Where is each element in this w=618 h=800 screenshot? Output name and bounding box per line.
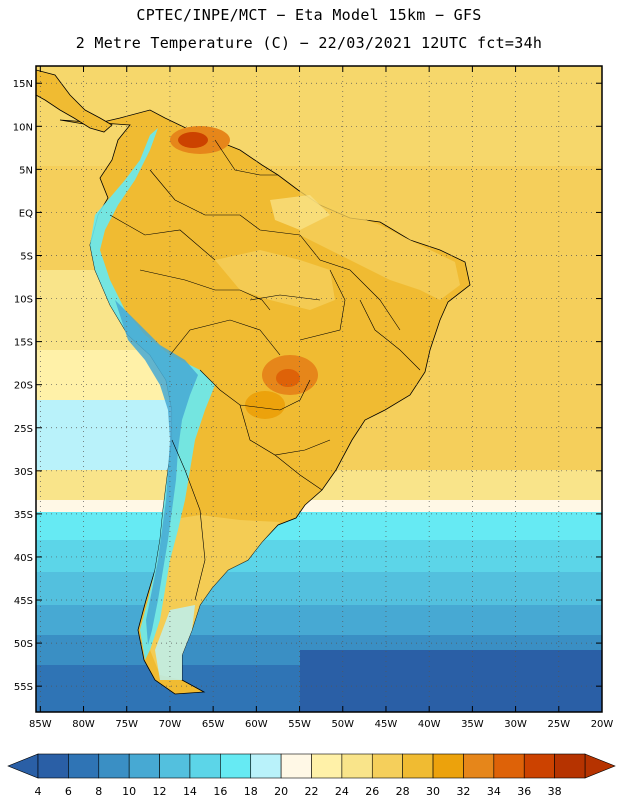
lon-label: 55W	[288, 719, 311, 730]
lon-label: 60W	[245, 719, 268, 730]
colorbar-box	[280, 753, 312, 779]
colorbar-box	[371, 753, 403, 779]
colorbar-box	[37, 753, 69, 779]
colorbar-box	[432, 753, 464, 779]
lat-label: 15N	[13, 79, 33, 90]
colorbar-under-arrow	[7, 753, 39, 779]
lat-label: 20S	[14, 381, 33, 392]
lat-label: 5N	[19, 165, 33, 176]
colorbar-label: 26	[365, 785, 379, 798]
chart-title-line-1: CPTEC/INPE/MCT − Eta Model 15km − GFS	[136, 6, 482, 24]
lat-label: 40S	[14, 553, 33, 564]
colorbar-label: 22	[305, 785, 319, 798]
lat-label: 45S	[14, 596, 33, 607]
colorbar-label: 8	[95, 785, 102, 798]
colorbar-label: 36	[517, 785, 531, 798]
lon-label: 45W	[375, 719, 398, 730]
lon-label: 40W	[418, 719, 441, 730]
hot-spot-venezuela-core	[178, 132, 208, 148]
colorbar-label: 20	[274, 785, 288, 798]
central-america	[36, 69, 113, 133]
lon-label: 50W	[331, 719, 354, 730]
lat-label: 30S	[14, 467, 33, 478]
lat-label: 10S	[14, 295, 33, 306]
colorbar-box	[493, 753, 525, 779]
lon-label: 30W	[504, 719, 527, 730]
colorbar-label: 38	[548, 785, 562, 798]
lat-label: 25S	[14, 424, 33, 435]
lon-label: 80W	[72, 719, 95, 730]
map-frame	[35, 65, 603, 713]
colorbar-label: 18	[244, 785, 258, 798]
band-10-12	[36, 605, 602, 640]
lat-label: 5S	[20, 251, 33, 262]
band-4-6	[300, 650, 602, 712]
colorbar: 4 6 8 10 12 14 16 18 20 22 24 26 28 30 32 34 36 38	[7, 753, 616, 798]
colorbar-box	[402, 753, 434, 779]
longitude-labels: 85W 80W 75W 70W 65W 60W 55W 50W 45W 40W 35W 30W 25W 2…	[29, 719, 613, 730]
colorbar-label: 24	[335, 785, 349, 798]
warm-spot-chaco	[245, 391, 285, 419]
colorbar-box	[554, 753, 586, 779]
colorbar-box	[189, 753, 221, 779]
lon-label: 85W	[29, 719, 52, 730]
colorbar-label: 28	[396, 785, 410, 798]
lon-label: 25W	[547, 719, 570, 730]
atlantic-warm-band	[420, 270, 602, 470]
colorbar-label: 10	[122, 785, 136, 798]
colorbar-labels: 4 6 8 10 12 14 16 18 20 22 24 26 28 30 32 34 36 38	[35, 785, 562, 798]
map-field	[36, 66, 602, 712]
lon-label: 20W	[591, 719, 614, 730]
colorbar-label: 30	[426, 785, 440, 798]
colorbar-box	[250, 753, 282, 779]
patagonia-cool-zone	[155, 605, 195, 680]
colorbar-label: 6	[65, 785, 72, 798]
lon-label: 35W	[461, 719, 484, 730]
hot-spot-pantanal-core	[276, 369, 300, 387]
axis-ticks	[36, 66, 603, 712]
lat-label: 50S	[14, 639, 33, 650]
lon-label: 65W	[202, 719, 225, 730]
chart-title-line-2: 2 Metre Temperature (C) − 22/03/2021 12U…	[75, 34, 543, 52]
northeast-interior	[300, 190, 460, 300]
colorbar-box	[68, 753, 100, 779]
lon-label: 75W	[115, 719, 138, 730]
colorbar-boxes	[37, 753, 586, 779]
colorbar-box	[128, 753, 160, 779]
lat-label: 35S	[14, 510, 33, 521]
latitude-labels: 15N 10N 5N EQ 5S 10S 15S 20S 25S 30S 35S 40S 45S 50S 5…	[13, 79, 33, 693]
lat-label: 55S	[14, 682, 33, 693]
colorbar-box	[98, 753, 130, 779]
colorbar-box	[159, 753, 191, 779]
lat-label: 10N	[13, 122, 33, 133]
colorbar-label: 4	[35, 785, 42, 798]
colorbar-box	[463, 753, 495, 779]
colorbar-label: 14	[183, 785, 197, 798]
amazon-interior	[215, 250, 335, 310]
country-borders	[109, 139, 421, 601]
colorbar-box	[341, 753, 373, 779]
colorbar-box	[311, 753, 343, 779]
guiana-interior	[270, 195, 330, 230]
andes-coldest-ridge	[115, 300, 198, 645]
colorbar-box	[523, 753, 555, 779]
lat-label: 15S	[14, 338, 33, 349]
colorbar-label: 12	[153, 785, 167, 798]
lat-label: EQ	[19, 208, 33, 219]
colorbar-label: 32	[456, 785, 470, 798]
pacific-cool-band	[36, 400, 186, 480]
colorbar-box	[220, 753, 252, 779]
colorbar-label: 34	[487, 785, 501, 798]
lon-label: 70W	[159, 719, 182, 730]
colorbar-label: 16	[213, 785, 227, 798]
colorbar-over-arrow	[584, 753, 616, 779]
